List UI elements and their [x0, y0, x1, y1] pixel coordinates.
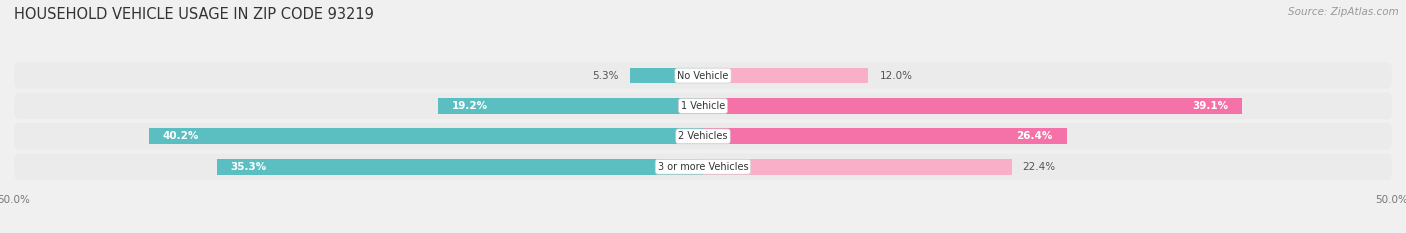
Text: 19.2%: 19.2% — [453, 101, 488, 111]
Text: 39.1%: 39.1% — [1192, 101, 1227, 111]
Bar — [703, 68, 869, 83]
Bar — [217, 159, 703, 175]
Text: 5.3%: 5.3% — [592, 71, 619, 81]
FancyBboxPatch shape — [14, 62, 1392, 89]
Text: 35.3%: 35.3% — [231, 162, 267, 172]
Text: HOUSEHOLD VEHICLE USAGE IN ZIP CODE 93219: HOUSEHOLD VEHICLE USAGE IN ZIP CODE 9321… — [14, 7, 374, 22]
Text: 26.4%: 26.4% — [1017, 131, 1053, 141]
FancyBboxPatch shape — [14, 123, 1392, 150]
Bar — [703, 98, 1241, 114]
Text: 2 Vehicles: 2 Vehicles — [678, 131, 728, 141]
Bar — [703, 128, 1067, 144]
Text: 1 Vehicle: 1 Vehicle — [681, 101, 725, 111]
Bar — [439, 98, 703, 114]
Text: 40.2%: 40.2% — [163, 131, 200, 141]
Bar — [149, 128, 703, 144]
FancyBboxPatch shape — [14, 154, 1392, 180]
Text: No Vehicle: No Vehicle — [678, 71, 728, 81]
Text: 12.0%: 12.0% — [879, 71, 912, 81]
FancyBboxPatch shape — [14, 93, 1392, 119]
Text: 3 or more Vehicles: 3 or more Vehicles — [658, 162, 748, 172]
Bar — [703, 159, 1012, 175]
Text: Source: ZipAtlas.com: Source: ZipAtlas.com — [1288, 7, 1399, 17]
Bar — [630, 68, 703, 83]
Text: 22.4%: 22.4% — [1022, 162, 1056, 172]
